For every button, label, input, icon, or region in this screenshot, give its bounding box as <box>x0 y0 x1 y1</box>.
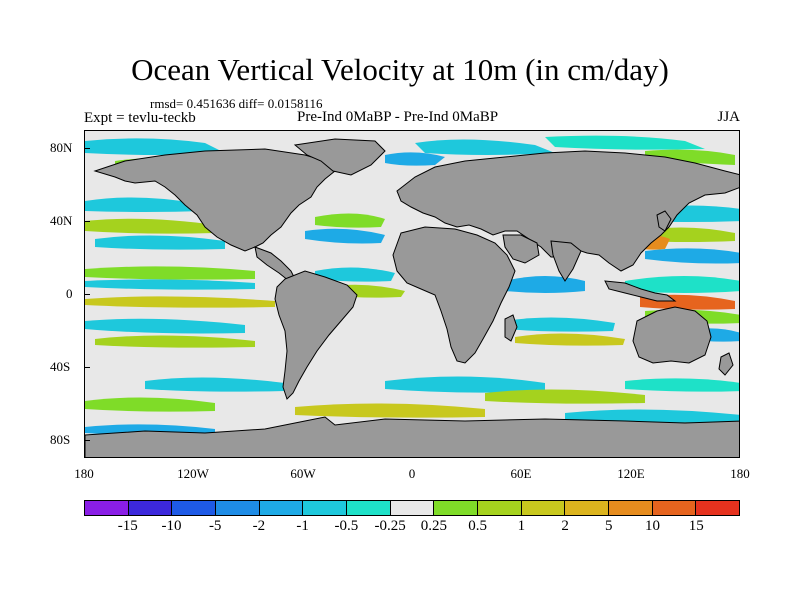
velocity-band <box>85 279 255 290</box>
colorbar-label: 0.25 <box>420 518 447 534</box>
velocity-band <box>85 296 275 308</box>
velocity-band <box>315 267 395 282</box>
colorbar-label: 10 <box>645 518 661 534</box>
colorbar-label: -1 <box>296 518 309 534</box>
colorbar-swatch <box>128 501 173 515</box>
lat-label-0: 0 <box>66 286 73 301</box>
antarctica <box>85 416 739 457</box>
velocity-band <box>515 333 625 346</box>
lon-label-0: 0 <box>408 466 416 481</box>
colorbar-label: 15 <box>688 518 704 534</box>
colorbar-swatch <box>521 501 566 515</box>
velocity-band <box>625 378 739 392</box>
colorbar-label: -10 <box>161 518 182 534</box>
velocity-band <box>545 135 705 150</box>
south-america <box>274 270 358 400</box>
lon-label-60e: 60E <box>510 466 532 481</box>
velocity-band <box>85 266 255 280</box>
greenland <box>293 138 386 176</box>
velocity-band <box>505 276 585 293</box>
colorbar-label: -0.5 <box>334 518 359 534</box>
lon-label-180w: 180 <box>74 466 94 481</box>
colorbar-label: -15 <box>117 518 138 534</box>
colorbar-swatch <box>303 501 348 515</box>
velocity-band <box>305 228 385 244</box>
india <box>550 240 582 282</box>
season-label: JJA <box>717 109 740 125</box>
colorbar-swatch <box>172 501 217 515</box>
velocity-band <box>645 149 735 165</box>
lon-label-120e: 120E <box>617 466 645 481</box>
lat-label-80n: 80N <box>50 140 73 155</box>
colorbar-label: -2 <box>252 518 266 534</box>
colorbar-swatch <box>565 501 610 515</box>
north-america <box>93 148 336 252</box>
colorbar-swatch <box>696 501 740 515</box>
map-panel <box>84 130 740 458</box>
velocity-band <box>295 403 485 418</box>
colorbar-swatch <box>652 501 697 515</box>
lat-label-40s: 40S <box>50 359 71 374</box>
map-title: Ocean Vertical Velocity at 10m (in cm/da… <box>131 52 669 87</box>
colorbar-swatch <box>216 501 260 515</box>
colorbar-swatch <box>434 501 479 515</box>
colorbar-swatch <box>478 501 522 515</box>
colorbar-label: 0.5 <box>468 518 487 534</box>
colorbar-label: -5 <box>208 518 222 534</box>
arabia <box>502 234 540 264</box>
colorbar <box>84 500 740 516</box>
lat-label-40n: 40N <box>50 213 73 228</box>
velocity-band <box>385 152 445 166</box>
velocity-band <box>85 318 245 334</box>
velocity-band <box>385 376 545 393</box>
lat-tick <box>84 221 90 222</box>
lon-label-180e: 180 <box>730 466 750 481</box>
velocity-band <box>85 197 205 212</box>
indonesia <box>604 280 677 302</box>
central-america <box>254 246 296 282</box>
lat-tick <box>84 367 90 368</box>
velocity-band <box>95 335 255 348</box>
colorbar-label: -0.25 <box>374 518 406 534</box>
velocity-band <box>145 377 285 392</box>
velocity-band <box>85 138 225 155</box>
velocity-field <box>85 135 739 436</box>
colorbar-label: 5 <box>605 518 613 534</box>
new-zealand <box>718 352 734 376</box>
velocity-band <box>415 139 555 155</box>
eurasia <box>396 150 739 272</box>
velocity-band <box>85 218 215 234</box>
colorbar-swatch <box>390 501 435 515</box>
velocity-band <box>315 213 385 228</box>
velocity-band <box>505 317 615 332</box>
stats-text: rmsd= 0.451636 diff= 0.0158116 <box>150 96 323 111</box>
colorbar-swatch <box>609 501 653 515</box>
comparison-label: Pre-Ind 0MaBP - Pre-Ind 0MaBP <box>297 109 499 125</box>
colorbar-label: 2 <box>561 518 569 534</box>
velocity-band <box>645 248 739 264</box>
africa <box>392 226 516 364</box>
map-svg <box>85 135 739 457</box>
australia <box>632 306 712 364</box>
lat-tick <box>84 294 90 295</box>
experiment-label: Expt = tevlu-teckb <box>84 110 196 126</box>
velocity-band <box>625 276 739 293</box>
land-masses <box>85 138 739 457</box>
lat-label-80s: 80S <box>50 432 71 447</box>
velocity-band <box>85 397 215 412</box>
colorbar-swatch <box>85 501 129 515</box>
colorbar-label: 1 <box>517 518 526 534</box>
lat-tick <box>84 440 90 441</box>
lon-label-120w: 120W <box>177 466 209 481</box>
colorbar-swatch <box>259 501 304 515</box>
colorbar-swatch <box>347 501 391 515</box>
velocity-band <box>95 235 225 250</box>
lat-tick <box>84 148 90 149</box>
lon-label-60w: 60W <box>290 466 316 481</box>
madagascar <box>504 314 518 342</box>
velocity-band <box>485 389 645 404</box>
japan <box>656 210 672 232</box>
